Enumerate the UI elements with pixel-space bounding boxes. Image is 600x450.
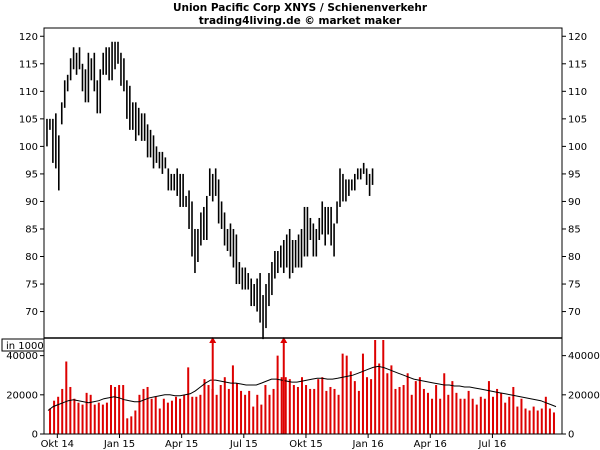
price-tick-label-right: 100 xyxy=(568,142,587,153)
price-tick-label-left: 70 xyxy=(25,307,38,318)
volume-unit-label: in 1000 xyxy=(6,341,44,352)
price-tick-label-left: 105 xyxy=(19,114,38,125)
price-panel: 70 70 75 75 80 80 85 85 90 90 95 95 100 100 105 105 110 1… xyxy=(19,32,587,340)
price-tick-label-left: 120 xyxy=(19,32,38,43)
price-tick-label-right: 80 xyxy=(568,252,581,263)
price-tick-label-left: 80 xyxy=(25,252,38,263)
x-tick-label: Okt 14 xyxy=(41,439,75,450)
volume-spike-arrow xyxy=(280,337,288,343)
volume-unit-box xyxy=(1,338,45,352)
chart-subtitle: trading4living.de © market maker xyxy=(199,15,402,27)
price-tick-label-left: 115 xyxy=(19,59,38,70)
price-tick-label-right: 115 xyxy=(568,59,587,70)
price-tick-label-left: 90 xyxy=(25,197,38,208)
x-tick-label: Apr 15 xyxy=(165,439,198,450)
price-tick-label-right: 90 xyxy=(568,197,581,208)
price-tick-label-right: 75 xyxy=(568,280,581,291)
volume-tick-label-right: 20000 xyxy=(568,390,600,401)
volume-tick-label-left: 0 xyxy=(32,430,38,441)
price-tick-label-left: 95 xyxy=(25,169,38,180)
x-tick-label: Jul 15 xyxy=(229,439,258,450)
price-tick-label-left: 100 xyxy=(19,142,38,153)
x-tick-label: Apr 16 xyxy=(414,439,447,450)
price-tick-label-right: 110 xyxy=(568,87,587,98)
price-tick-label-right: 105 xyxy=(568,114,587,125)
price-tick-label-left: 75 xyxy=(25,280,38,291)
volume-panel: 0 0 20000 20000 40000 40000 xyxy=(6,337,600,441)
x-tick-label: Okt 15 xyxy=(289,439,323,450)
volume-tick-label-right: 0 xyxy=(568,430,574,441)
plot-frame xyxy=(43,27,563,435)
x-axis: Okt 14 Jan 15 Apr 15 Jul 15 Okt 15 Jan 16 Apr … xyxy=(41,434,506,450)
x-tick-label: Jan 16 xyxy=(351,439,383,450)
volume-tick-label-left: 20000 xyxy=(6,390,38,401)
price-tick-label-right: 95 xyxy=(568,169,581,180)
price-tick-label-right: 120 xyxy=(568,32,587,43)
price-tick-label-left: 110 xyxy=(19,87,38,98)
x-tick-label: Jul 16 xyxy=(477,439,506,450)
volume-average-line xyxy=(47,365,557,411)
volume-tick-label-left: 40000 xyxy=(6,351,38,362)
x-tick-label: Jan 15 xyxy=(103,439,135,450)
volume-spike-arrow xyxy=(209,337,217,343)
price-tick-label-left: 85 xyxy=(25,224,38,235)
price-tick-label-right: 70 xyxy=(568,307,581,318)
price-tick-label-right: 85 xyxy=(568,224,581,235)
volume-tick-label-right: 40000 xyxy=(568,351,600,362)
chart-title: Union Pacific Corp XNYS / Schienenverkeh… xyxy=(173,2,428,14)
